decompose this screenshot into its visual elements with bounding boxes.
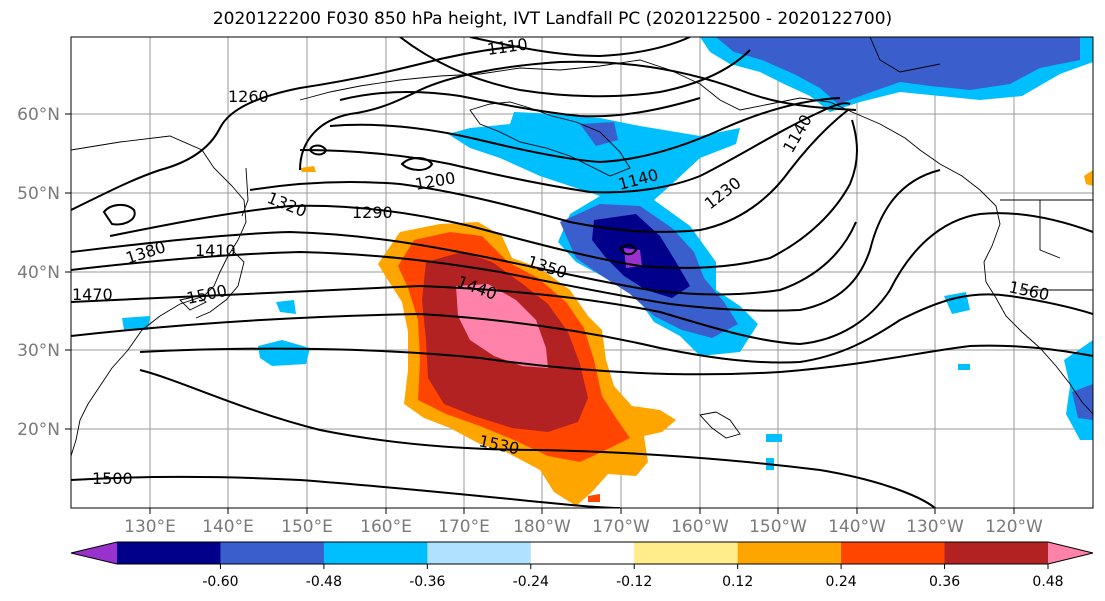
contour-label: 1260: [228, 87, 269, 106]
lon-label: 150°W: [749, 517, 807, 537]
colorbar-segment: [220, 542, 325, 564]
colorbar-tick-label: -0.24: [513, 574, 549, 590]
colorbar-extend-min: [71, 542, 117, 564]
colorbar-segment: [323, 542, 428, 564]
longitude-axis: 130°E 140°E 150°E 160°E 170°E 180°W 170°…: [124, 508, 1043, 537]
lon-label: 120°W: [985, 517, 1043, 537]
colorbar-segment: [634, 542, 739, 564]
contour-label: 1410: [195, 241, 236, 260]
colorbar-segment: [530, 542, 635, 564]
lon-label: 150°E: [281, 517, 333, 537]
colorbar-segment: [841, 542, 946, 564]
lon-label: 130°E: [124, 517, 176, 537]
lon-label: 160°W: [671, 517, 729, 537]
colorbar-tick-label: 0.12: [722, 574, 753, 590]
contour-label: 1110: [486, 34, 529, 58]
lon-label: 140°E: [202, 517, 254, 537]
colorbar-tick-label: 0.48: [1032, 574, 1063, 590]
lat-label: 30°N: [17, 341, 60, 361]
lon-label: 170°W: [592, 517, 650, 537]
colorbar-tick-label: -0.48: [306, 574, 342, 590]
colorbar-extend-max: [1048, 542, 1093, 564]
lat-label: 50°N: [17, 184, 60, 204]
lon-label: 140°W: [828, 517, 886, 537]
height-contours: [71, 37, 1093, 508]
colorbar-tick-label: 0.24: [826, 574, 857, 590]
colorbar-tick-label: -0.12: [616, 574, 652, 590]
lat-label: 40°N: [17, 263, 60, 283]
latitude-axis: 60°N 50°N 40°N 30°N 20°N: [17, 105, 71, 440]
contour-label: 1290: [352, 203, 393, 222]
colorbar-tick-label: -0.60: [202, 574, 238, 590]
negative-ivt-anomaly: [122, 37, 1093, 470]
lon-label: 180°W: [513, 517, 571, 537]
lat-label: 60°N: [17, 105, 60, 125]
colorbar-segment: [117, 542, 221, 564]
colorbar-segment: [427, 542, 532, 564]
coastlines: [71, 37, 1093, 457]
lon-label: 130°W: [906, 517, 964, 537]
gridlines: [71, 37, 1093, 508]
lat-label: 20°N: [17, 420, 60, 440]
map-title: 2020122200 F030 850 hPa height, IVT Land…: [212, 9, 893, 29]
colorbar-outline: [70, 541, 1094, 565]
colorbar-segment: [737, 542, 842, 564]
colorbar-tick-label: -0.36: [409, 574, 445, 590]
contour-label: 1500: [92, 469, 133, 488]
contour-label: 1470: [72, 285, 113, 304]
lon-label: 170°E: [438, 517, 490, 537]
lon-label: 160°E: [360, 517, 412, 537]
colorbar-segment: [944, 542, 1049, 564]
colorbar: -0.60 -0.48 -0.36 -0.24 -0.12 0.12 0.24 0.36 0.4…: [70, 541, 1094, 590]
colorbar-tick-label: 0.36: [929, 574, 960, 590]
